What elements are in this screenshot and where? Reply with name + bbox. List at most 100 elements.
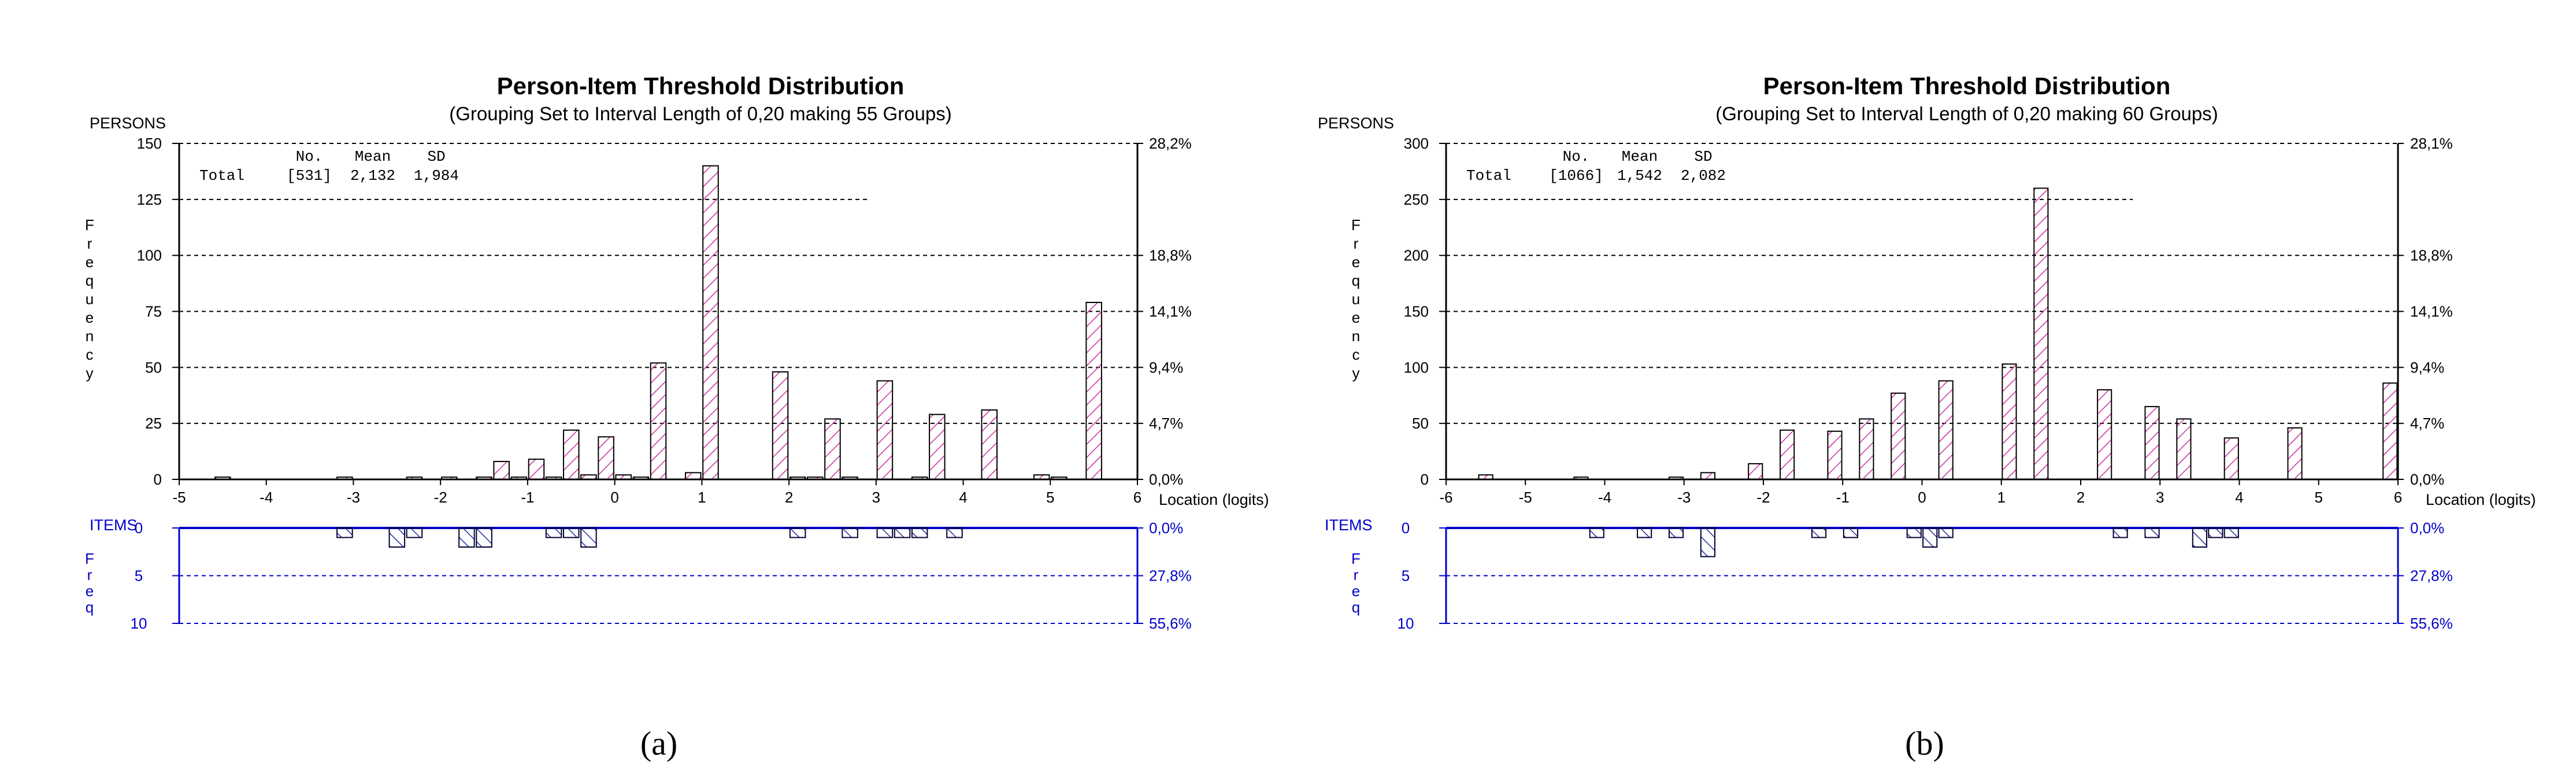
- items-label: ITEMS: [1325, 516, 1373, 534]
- x-tick-label: -1: [521, 489, 534, 506]
- right-tick-label: 18,8%: [2410, 247, 2453, 264]
- person-bar: [2002, 363, 2017, 480]
- frequency-label-letter: u: [86, 290, 94, 308]
- frequency-label-letter: c: [86, 346, 94, 363]
- person-bar: [2097, 389, 2112, 480]
- person-bar: [981, 409, 998, 481]
- item-y-tick-label: 10: [131, 615, 147, 632]
- stats-value: 2,082: [1681, 167, 1726, 184]
- y-tick-label: 100: [137, 247, 162, 264]
- person-bar: [528, 459, 545, 481]
- frequency-label-letter: e: [1352, 253, 1360, 271]
- right-tick-label: 9,4%: [1149, 359, 1183, 376]
- item-y-tick-label: 10: [1398, 615, 1414, 632]
- item-bar: [580, 527, 597, 548]
- item-right-tick-label: 0,0%: [1149, 519, 1183, 537]
- person-bar: [789, 477, 806, 480]
- right-tick-label: 28,1%: [2410, 135, 2453, 152]
- person-bar: [615, 474, 632, 481]
- y-tick-label: 300: [1404, 135, 1429, 152]
- person-bar: [214, 477, 231, 480]
- item-bar: [894, 527, 911, 538]
- person-bar: [1573, 477, 1589, 480]
- item-bar: [2223, 527, 2239, 538]
- person-bar: [876, 380, 894, 480]
- item-bar: [406, 527, 423, 538]
- person-bar: [2223, 437, 2239, 480]
- person-bar: [1891, 392, 1906, 480]
- person-bar: [702, 165, 719, 480]
- person-bar: [1478, 474, 1493, 481]
- right-tick-label: 0,0%: [2410, 471, 2444, 488]
- x-tick-label: 4: [959, 489, 967, 506]
- y-tick-label: 50: [145, 359, 162, 376]
- item-bar: [1700, 527, 1716, 557]
- item-y-tick-label: 0: [135, 519, 143, 537]
- person-bar: [2033, 187, 2049, 480]
- y-tick-label: 100: [1404, 359, 1429, 376]
- person-bar: [632, 477, 650, 480]
- x-tick-label: -2: [434, 489, 447, 506]
- x-tick-label: -4: [260, 489, 273, 506]
- x-tick-label: -3: [1677, 489, 1691, 506]
- item-bar: [842, 527, 858, 538]
- person-bar: [336, 477, 353, 480]
- frequency-label-letter: e: [1352, 309, 1360, 326]
- person-bar: [650, 362, 667, 480]
- person-bar: [476, 477, 492, 480]
- figure-label: (a): [640, 725, 677, 762]
- person-bar: [493, 461, 510, 480]
- item-bar: [545, 527, 562, 538]
- person-bar: [772, 371, 789, 481]
- y-tick-label: 25: [145, 415, 162, 432]
- item-bar: [789, 527, 806, 538]
- frequency-label-letter: u: [1352, 290, 1360, 308]
- x-tick-label: 0: [610, 489, 618, 506]
- item-bar: [388, 527, 406, 548]
- item-bar: [876, 527, 894, 538]
- y-tick-label: 125: [137, 191, 162, 208]
- person-bar: [510, 477, 528, 480]
- item-bar: [1843, 527, 1859, 538]
- person-bar: [580, 474, 597, 481]
- right-tick-label: 4,7%: [2410, 415, 2444, 432]
- x-tick-label: -6: [1439, 489, 1452, 506]
- x-tick-label: -2: [1756, 489, 1770, 506]
- x-axis-label: Location (logits): [1159, 491, 1269, 508]
- stats-header: SD: [1694, 148, 1712, 165]
- item-bar: [563, 527, 580, 538]
- y-tick-label: 0: [1421, 471, 1429, 488]
- items-label: ITEMS: [90, 516, 138, 534]
- x-tick-label: -3: [347, 489, 360, 506]
- x-tick-label: 2: [785, 489, 793, 506]
- y-tick-label: 250: [1404, 191, 1429, 208]
- stats-value: 1,542: [1617, 167, 1662, 184]
- item-y-tick-label: 5: [1402, 567, 1410, 585]
- x-tick-label: -5: [1519, 489, 1532, 506]
- item-right-tick-label: 27,8%: [2410, 567, 2453, 585]
- person-bar: [1938, 380, 1954, 480]
- item-bar: [946, 527, 963, 538]
- person-bar: [2144, 406, 2160, 480]
- frequency-label-letter: q: [86, 272, 94, 289]
- stats-value: 1,984: [414, 167, 459, 184]
- item-right-tick-label: 27,8%: [1149, 567, 1192, 585]
- item-frequency-label-letter: q: [1352, 599, 1360, 616]
- y-tick-label: 75: [145, 303, 162, 320]
- x-tick-label: 4: [2235, 489, 2243, 506]
- y-tick-label: 200: [1404, 247, 1429, 264]
- item-frequency-label-letter: e: [1352, 582, 1360, 600]
- person-bar: [1051, 477, 1068, 480]
- item-frequency-label-letter: q: [86, 599, 94, 616]
- frequency-label-letter: q: [1352, 272, 1360, 289]
- person-bar: [406, 477, 423, 480]
- x-tick-label: 2: [2077, 489, 2085, 506]
- frequency-label-letter: y: [1352, 364, 1360, 382]
- plot-area-a: 02550751001251500,0%4,7%9,4%14,1%18,8%28…: [85, 135, 1192, 632]
- chart-subtitle: (Grouping Set to Interval Length of 0,20…: [449, 103, 952, 124]
- right-tick-label: 28,2%: [1149, 135, 1192, 152]
- item-right-tick-label: 55,6%: [1149, 615, 1192, 632]
- right-tick-label: 9,4%: [2410, 359, 2444, 376]
- person-bar: [929, 413, 946, 481]
